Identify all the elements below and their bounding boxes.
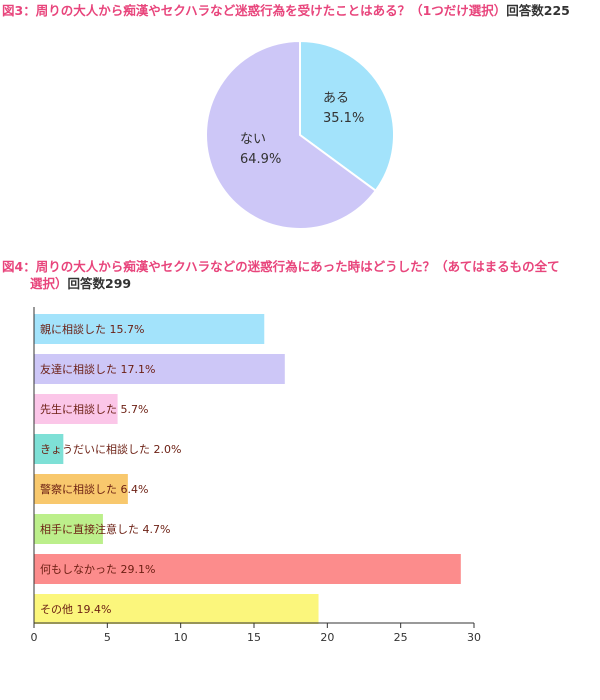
bar-7: [34, 554, 461, 584]
figure3-response-count: 回答数225: [506, 3, 570, 18]
figure3-heading: 図3：周りの大人から痴漢やセクハラなど迷惑行為を受けたことはある？（1つだけ選択…: [2, 2, 570, 19]
bar-5: [34, 474, 128, 504]
pie-slice-value-2: 64.9%: [240, 152, 281, 167]
bar-label-4: きょうだいに相談した 2.0%: [40, 442, 181, 456]
pie-chart: ある 35.1% ない 64.9%: [205, 39, 395, 230]
figure4-question-line1: 周りの大人から痴漢やセクハラなどの迷惑行為にあった時はどうした？（あてはまるもの…: [35, 259, 560, 274]
x-tick-label-0: 0: [31, 631, 38, 644]
bar-label-8: その他 19.4%: [40, 603, 111, 616]
bar-label-3: 先生に相談した 5.7%: [40, 402, 148, 416]
bar-label-7: 何もしなかった 29.1%: [40, 563, 155, 576]
bar-label-5: 警察に相談した 6.4%: [40, 482, 148, 496]
bar-8: [34, 594, 319, 624]
x-tick-label-20: 20: [320, 631, 334, 644]
x-tick-label-15: 15: [247, 631, 261, 644]
pie-slice-1: [299, 39, 395, 193]
pie-slice-label-1: ある: [323, 91, 349, 106]
x-tick-label-5: 5: [104, 631, 111, 644]
bar-6: [34, 514, 103, 544]
figure4-response-count: 回答数299: [67, 276, 132, 291]
figure4-heading: 図4：周りの大人から痴漢やセクハラなどの迷惑行為にあった時はどうした？（あてはま…: [2, 258, 560, 292]
figure4-question-line2: 選択）: [30, 276, 68, 291]
bar-label-6: 相手に直接注意した 4.7%: [40, 522, 170, 536]
bar-1: [34, 314, 265, 344]
figure3-question: 周りの大人から痴漢やセクハラなど迷惑行為を受けたことはある？（1つだけ選択）: [35, 3, 507, 18]
x-tick-label-10: 10: [174, 631, 188, 644]
pie-slice-value-1: 35.1%: [323, 111, 364, 126]
x-tick-label-25: 25: [394, 631, 408, 644]
bar-chart: 親に相談した 15.7% 友達に相談した 17.1% 先生に相談した 5.7% きょう…: [31, 307, 481, 644]
bar-4: [34, 434, 64, 464]
pie-slice-label-2: ない: [240, 132, 266, 147]
figure3-number: 図3：: [2, 3, 36, 18]
bar-2: [34, 354, 285, 384]
figure4-number: 図4：: [2, 259, 36, 274]
bar-3: [34, 394, 118, 424]
bar-label-1: 親に相談した 15.7%: [40, 322, 144, 336]
bar-label-2: 友達に相談した 17.1%: [40, 362, 155, 376]
pie-slice-2: [205, 39, 378, 230]
x-tick-label-30: 30: [467, 631, 481, 644]
